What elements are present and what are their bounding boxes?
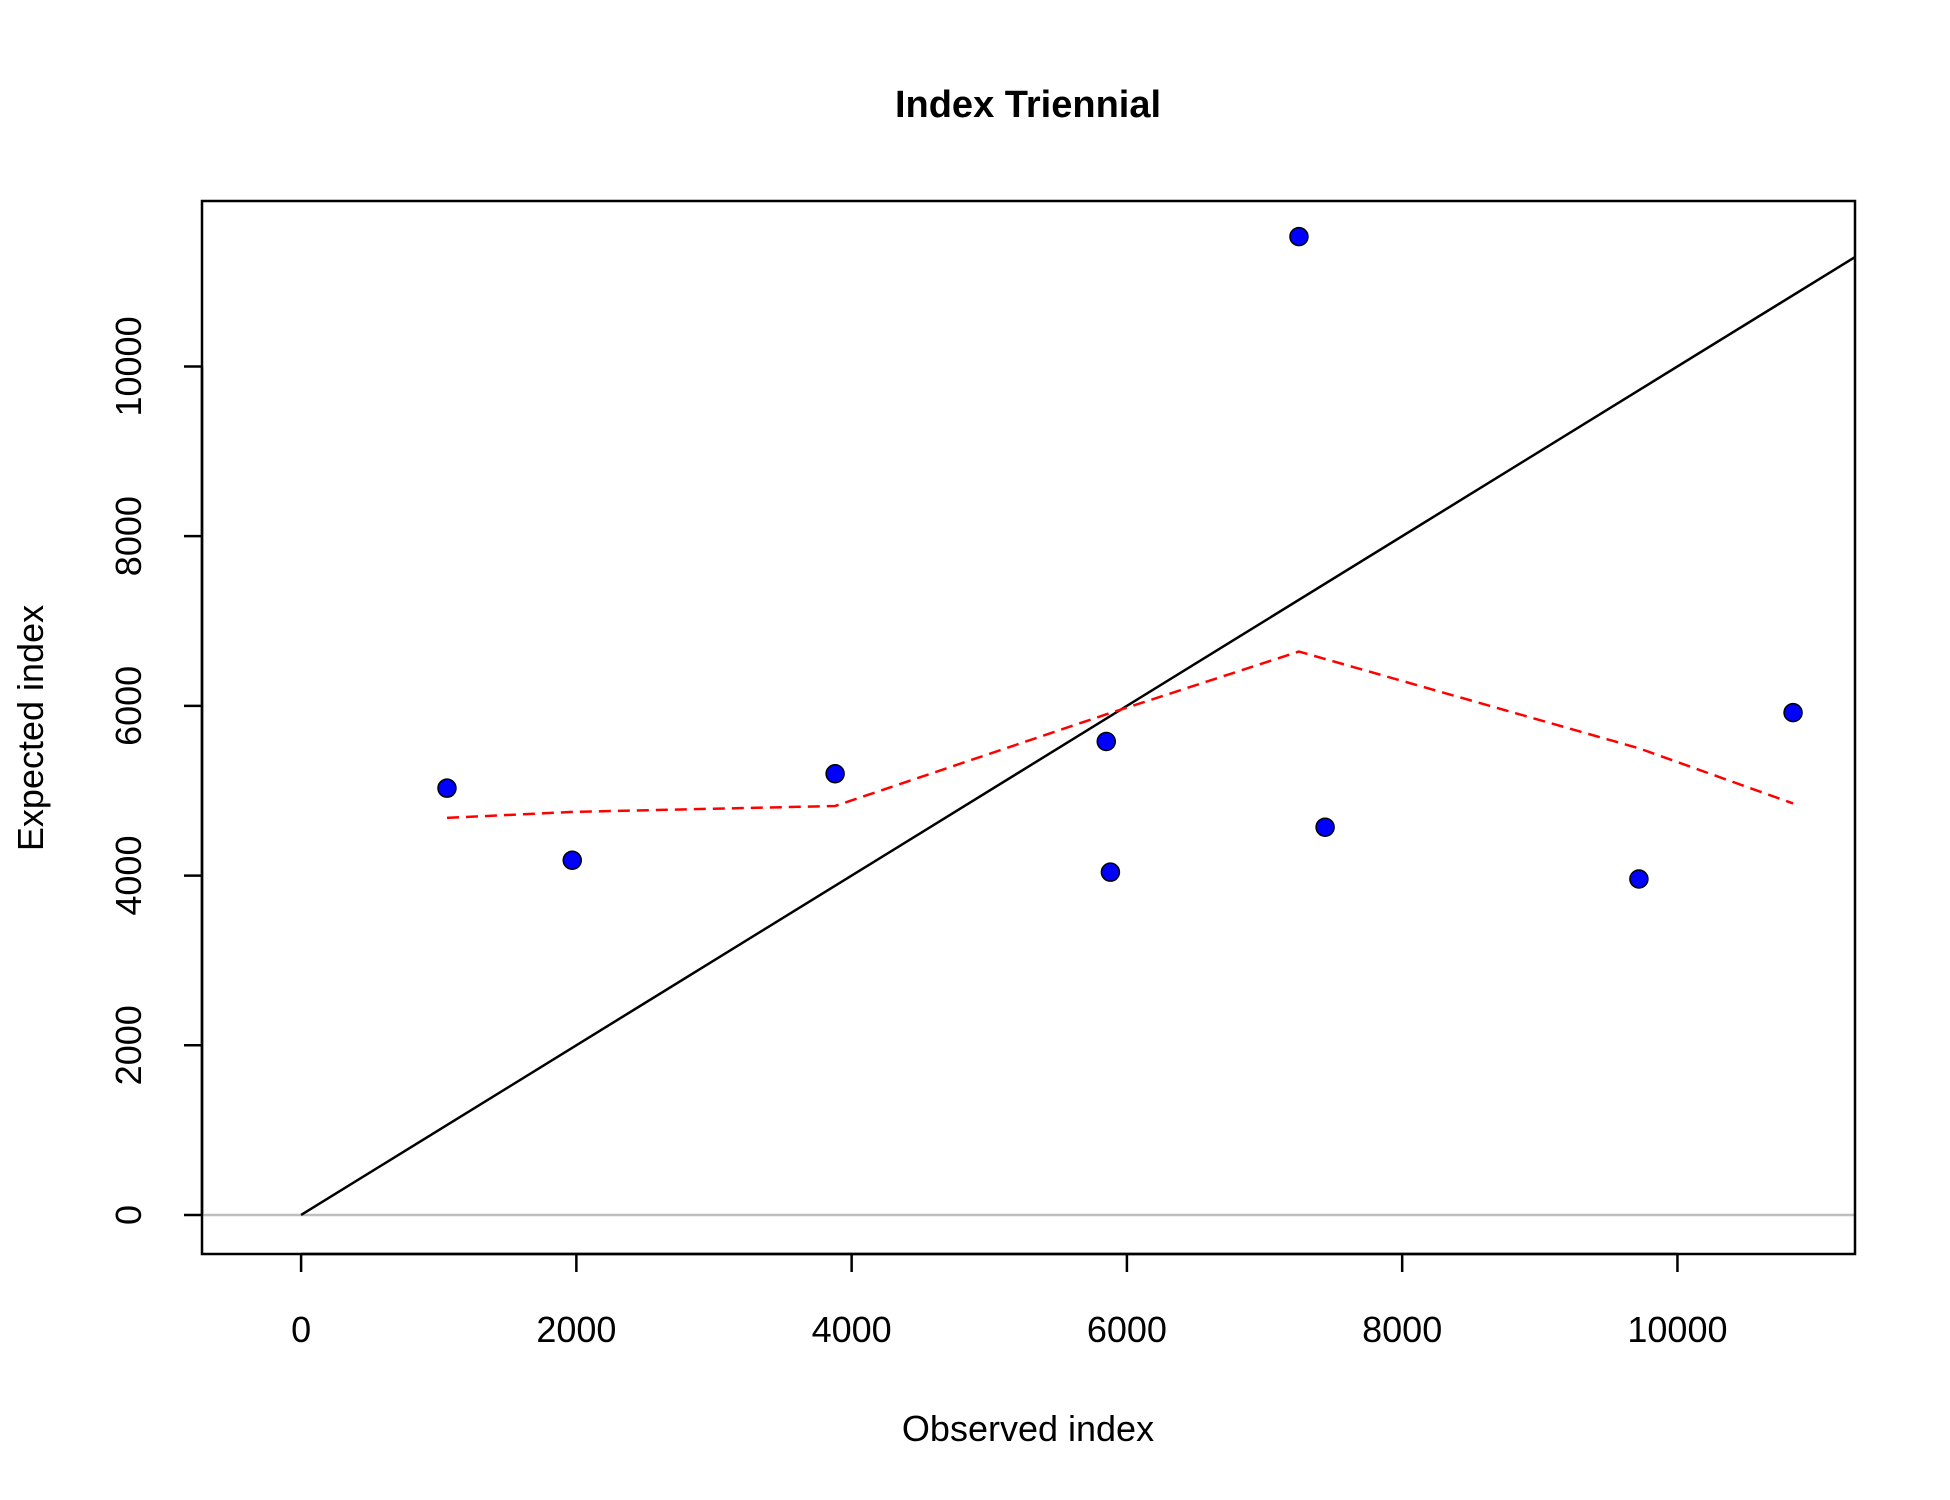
x-axis: 0 2000 4000 6000 8000 10000 bbox=[291, 1252, 1728, 1350]
y-tick-label: 0 bbox=[108, 1205, 149, 1225]
y-axis-label: Expected index bbox=[10, 605, 51, 851]
data-point bbox=[562, 850, 582, 871]
data-point bbox=[1629, 869, 1649, 889]
y-tick-label: 2000 bbox=[108, 1005, 149, 1085]
plot-frame bbox=[200, 199, 1857, 1256]
x-tick-label: 4000 bbox=[812, 1309, 892, 1350]
smoother-line bbox=[446, 650, 1794, 820]
data-point bbox=[437, 778, 457, 798]
data-point bbox=[1100, 862, 1121, 882]
x-tick-label: 2000 bbox=[536, 1309, 616, 1350]
chart-title: Index Triennial bbox=[895, 84, 1161, 126]
x-tick-label: 6000 bbox=[1087, 1309, 1167, 1350]
y-tick-label: 10000 bbox=[108, 316, 149, 416]
data-point bbox=[1096, 731, 1117, 752]
y-tick-label: 4000 bbox=[108, 836, 149, 916]
y-tick-label: 8000 bbox=[108, 496, 149, 576]
y-axis: 0 2000 4000 6000 8000 10000 bbox=[108, 316, 204, 1225]
data-point bbox=[1315, 817, 1335, 837]
x-tick-label: 10000 bbox=[1627, 1309, 1727, 1350]
x-axis-label: Observed index bbox=[902, 1408, 1154, 1449]
y-tick-label: 6000 bbox=[108, 666, 149, 746]
data-point bbox=[1289, 226, 1309, 247]
x-tick-label: 8000 bbox=[1362, 1309, 1442, 1350]
x-tick-label: 0 bbox=[291, 1309, 311, 1350]
data-point bbox=[825, 763, 845, 784]
plot-layers bbox=[202, 226, 1856, 1217]
data-point bbox=[1783, 702, 1803, 723]
reference-line bbox=[300, 255, 1856, 1217]
